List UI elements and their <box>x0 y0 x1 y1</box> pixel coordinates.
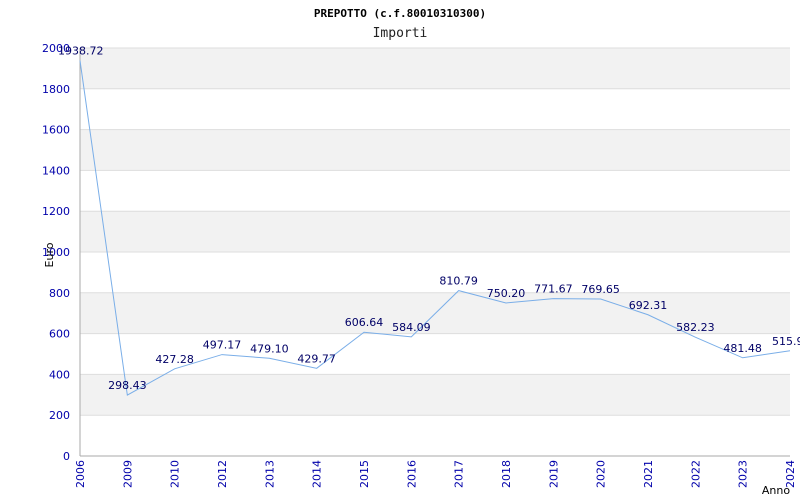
y-tick-label: 400 <box>49 368 70 381</box>
plot-band <box>80 374 790 416</box>
y-tick-label: 600 <box>49 328 70 341</box>
data-label: 298.43 <box>108 379 147 392</box>
x-tick-label: 2009 <box>121 460 134 488</box>
grid-lines <box>80 47 790 457</box>
x-tick-label: 2012 <box>216 460 229 488</box>
data-label: 584.09 <box>392 321 431 334</box>
chart-subtitle: Importi <box>373 26 428 41</box>
data-label: 771.67 <box>534 283 573 296</box>
data-label: 427.28 <box>155 353 194 366</box>
data-label: 606.64 <box>345 316 384 329</box>
x-tick-label: 2017 <box>453 460 466 488</box>
x-axis-label: Anno <box>762 484 790 497</box>
x-tick-label: 2010 <box>169 460 182 488</box>
y-tick-label: 2000 <box>42 42 70 55</box>
data-label: 692.31 <box>629 299 668 312</box>
x-tick-label: 2019 <box>547 460 560 488</box>
x-tick-label: 2014 <box>311 460 324 488</box>
data-labels: 1938.72 298.43 427.28 497.17 479.10 429.77 606… <box>58 45 800 393</box>
x-tick-label: 2018 <box>500 460 513 488</box>
data-label: 515.9 <box>772 335 800 348</box>
data-label: 1938.72 <box>58 45 104 58</box>
x-tick-label: 2006 <box>74 460 87 488</box>
data-label: 497.17 <box>203 339 242 352</box>
y-tick-label: 800 <box>49 287 70 300</box>
y-tick-label: 1400 <box>42 164 70 177</box>
y-axis-label: Euro <box>43 242 56 267</box>
data-label: 429.77 <box>297 352 336 365</box>
x-tick-labels: 2006 2009 2010 2012 2013 2014 2015 2016 2017 2018… <box>74 460 797 488</box>
y-tick-label: 1600 <box>42 124 70 137</box>
y-tick-label: 1800 <box>42 83 70 96</box>
y-tick-label: 1200 <box>42 205 70 218</box>
x-tick-label: 2015 <box>358 460 371 488</box>
plot-band <box>80 48 790 89</box>
data-label: 810.79 <box>439 275 478 288</box>
x-tick-label: 2023 <box>737 460 750 488</box>
y-tick-label: 1000 <box>42 246 70 259</box>
chart-title: PREPOTTO (c.f.80010310300) <box>314 7 486 20</box>
data-label: 481.48 <box>723 342 762 355</box>
data-label: 769.65 <box>581 283 620 296</box>
x-tick-label: 2021 <box>642 460 655 488</box>
plot-band <box>80 129 790 171</box>
data-label: 750.20 <box>487 287 526 300</box>
x-tick-label: 2024 <box>784 460 797 488</box>
plot-band <box>80 211 790 252</box>
x-tick-label: 2022 <box>689 460 702 488</box>
x-tick-label: 2016 <box>405 460 418 488</box>
data-label: 582.23 <box>676 321 715 334</box>
y-tick-label: 0 <box>63 450 70 463</box>
y-tick-labels: 0 200 400 600 800 1000 1200 1400 1600 1800 2000 <box>42 42 70 463</box>
x-tick-label: 2020 <box>595 460 608 488</box>
x-tick-label: 2013 <box>263 460 276 488</box>
data-label: 479.10 <box>250 342 289 355</box>
y-tick-label: 200 <box>49 409 70 422</box>
axes <box>79 48 790 457</box>
series-line <box>79 60 791 396</box>
